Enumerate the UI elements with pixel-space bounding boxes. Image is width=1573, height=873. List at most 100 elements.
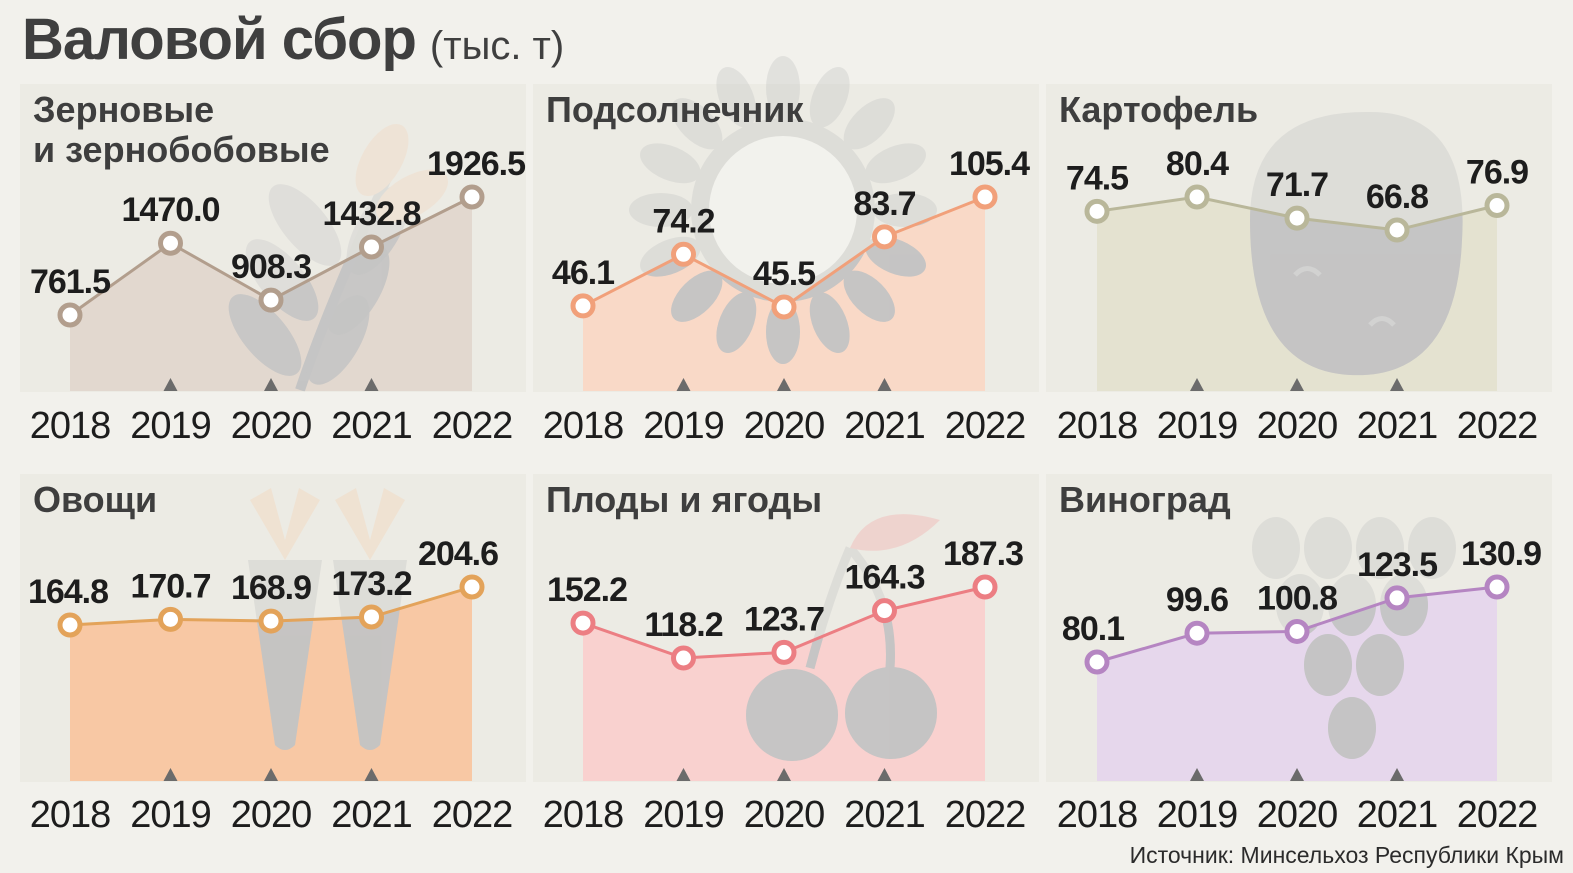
year-label: 2019 [643, 405, 724, 447]
panel-title: Овощи [33, 479, 157, 520]
data-point [57, 612, 83, 638]
panel-title-line: Подсолнечник [546, 89, 804, 130]
chart-panel: Виноград 80.1 2018 99.6 2019 100.8 2020 123.5 20… [1046, 474, 1552, 836]
potato-shape [1250, 197, 1463, 376]
year-label: 2018 [30, 405, 111, 447]
sunflower-petal [843, 270, 895, 322]
value-label: 187.3 [943, 535, 1023, 573]
source-note: Источник: Минсельхоз Республики Крым [1129, 842, 1564, 868]
potato-eye [1368, 316, 1396, 327]
data-point [872, 598, 897, 624]
data-point [459, 184, 485, 210]
data-point [1284, 618, 1310, 644]
data-point [1184, 184, 1210, 210]
wheat-leaf [228, 294, 302, 376]
title-unit: (тыс. т) [429, 24, 565, 68]
sunflower-petal [809, 67, 850, 128]
tick-arrow [1290, 378, 1304, 391]
tick-arrow [676, 378, 691, 391]
data-point [1384, 217, 1410, 243]
value-label: 83.7 [853, 185, 915, 223]
tick-arrow [1390, 768, 1404, 781]
cherry-berry [845, 667, 937, 759]
chart-panel: Плоды и ягоды 152.2 2018 118.2 2019 123.7 2020… [533, 474, 1039, 836]
grape-berry [1408, 517, 1456, 579]
year-label: 2019 [1157, 405, 1238, 447]
panel-title-line: Картофель [1059, 89, 1258, 130]
value-label: 99.6 [1166, 581, 1228, 619]
value-label: 204.6 [418, 535, 498, 573]
grape-berry [1328, 697, 1376, 759]
chart-panel: Овощи 164.8 2018 170.7 2019 168.9 2020 173.2 202… [20, 474, 526, 836]
data-point [57, 302, 83, 328]
value-label: 761.5 [30, 263, 110, 301]
value-label: 118.2 [644, 606, 722, 644]
year-label: 2018 [1057, 405, 1138, 447]
year-label: 2020 [1257, 794, 1338, 836]
year-label: 2022 [432, 794, 513, 836]
grape-berry [1304, 517, 1352, 579]
tick-arrow [163, 378, 178, 391]
value-label: 80.1 [1062, 610, 1124, 648]
data-point [771, 294, 797, 320]
tick-arrow [1390, 378, 1404, 391]
value-label: 80.4 [1166, 145, 1229, 183]
value-label: 71.7 [1266, 166, 1328, 204]
tick-arrow [877, 768, 892, 781]
sunflower-petal [671, 98, 723, 150]
value-label: 1470.0 [122, 191, 220, 229]
data-point [972, 574, 998, 600]
sunflower-petal [873, 193, 937, 227]
panel-title: Виноград [1059, 479, 1231, 520]
sunflower-petal [629, 193, 693, 227]
panel-title-line: Зерновые [33, 89, 214, 130]
value-label: 1926.5 [427, 145, 525, 183]
value-label: 164.8 [28, 573, 108, 611]
data-point [258, 287, 284, 313]
wheat-leaf [268, 184, 342, 266]
tick-arrow [1190, 378, 1204, 391]
tick-arrow [364, 378, 379, 391]
tick-arrow [364, 768, 379, 781]
data-point [359, 604, 384, 630]
grape-berry [1356, 634, 1404, 696]
tick-arrow [676, 768, 691, 781]
potato-icon [1250, 197, 1463, 376]
data-point [570, 293, 596, 319]
year-label: 2021 [844, 794, 925, 836]
value-label: 100.8 [1257, 579, 1337, 617]
year-label: 2020 [231, 405, 312, 447]
tick-arrow [264, 768, 278, 781]
year-label: 2021 [331, 794, 412, 836]
grape-berry [1252, 517, 1300, 579]
year-label: 2021 [331, 405, 412, 447]
chart-panel: Подсолнечник 46.1 2018 74.2 2019 45.5 2020 83.7… [533, 56, 1039, 447]
wheat-leaf-top [375, 169, 449, 223]
value-label: 152.2 [547, 571, 627, 609]
chart-panel: Зерновые и зернобобовые 761.5 2018 1470.0 201… [20, 84, 526, 447]
panel-title: Зерновые и зернобобовые [33, 89, 330, 170]
grape-berry [1276, 574, 1324, 636]
year-label: 2020 [231, 794, 312, 836]
value-label: 170.7 [130, 567, 210, 605]
data-point [158, 606, 183, 632]
value-label: 1432.8 [323, 195, 421, 233]
data-point [1184, 620, 1210, 646]
year-label: 2019 [1157, 794, 1238, 836]
year-label: 2018 [1057, 794, 1138, 836]
sunflower-petal [766, 56, 800, 120]
data-point [570, 610, 596, 636]
potato-eye [1293, 266, 1322, 277]
data-point [1384, 585, 1410, 611]
tick-arrow [1290, 768, 1304, 781]
data-point [459, 574, 485, 600]
panel-title: Картофель [1059, 89, 1258, 130]
value-label: 76.9 [1466, 153, 1528, 191]
data-point [671, 645, 696, 671]
data-point [671, 241, 696, 267]
title-main: Валовой сбор [22, 7, 417, 72]
year-label: 2021 [1357, 794, 1438, 836]
page-title: Валовой сбор (тыс. т) [22, 6, 564, 76]
value-label: 66.8 [1366, 178, 1428, 216]
value-label: 123.5 [1357, 546, 1437, 584]
